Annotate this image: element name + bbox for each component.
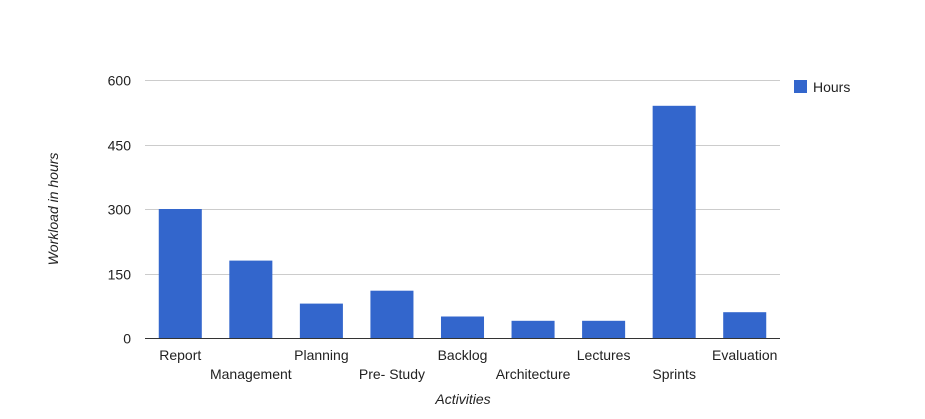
bar-lectures: [582, 320, 626, 338]
y-tick-label: 450: [108, 138, 132, 154]
x-tick-label: Report: [159, 347, 201, 363]
bar-management: [229, 260, 273, 338]
x-tick-label: Backlog: [438, 347, 488, 363]
y-tick-labels: 0 150 300 450 600: [108, 73, 132, 347]
x-tick-label: Management: [210, 366, 292, 382]
x-tick-label: Lectures: [577, 347, 631, 363]
y-tick-label: 0: [123, 331, 131, 347]
bar-planning: [299, 303, 343, 338]
y-tick-label: 600: [108, 73, 132, 89]
y-tick-label: 300: [108, 202, 132, 218]
bar-architecture: [511, 320, 555, 338]
y-tick-label: 150: [108, 267, 132, 283]
bar-pre-study: [370, 290, 414, 338]
bar-report: [158, 209, 202, 338]
x-tick-label: Sprints: [652, 366, 696, 382]
x-tick-label: Pre- Study: [359, 366, 425, 382]
bars: [158, 105, 767, 338]
x-tick-label: Architecture: [496, 366, 571, 382]
x-tick-label: Planning: [294, 347, 349, 363]
y-axis-title: Workload in hours: [45, 153, 61, 266]
legend-swatch-hours: [794, 80, 807, 93]
bar-backlog: [440, 316, 485, 338]
bar-sprints: [652, 105, 696, 338]
legend-label-hours: Hours: [813, 79, 850, 95]
legend: Hours: [794, 79, 850, 95]
bar-evaluation: [723, 312, 767, 338]
x-tick-label: Evaluation: [712, 347, 777, 363]
x-axis-title: Activities: [434, 391, 490, 407]
